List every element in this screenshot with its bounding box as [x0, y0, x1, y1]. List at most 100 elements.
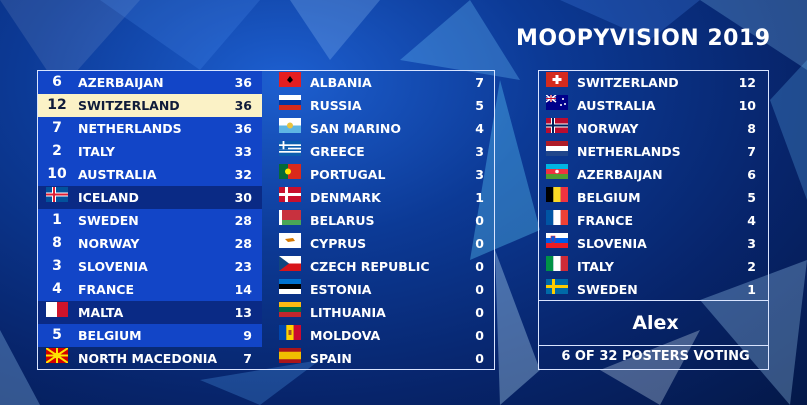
- country-name: ESTONIA: [310, 282, 372, 297]
- vote-row: AUSTRALIA 10: [540, 94, 766, 117]
- vote-points: 6: [747, 167, 756, 182]
- country-name: BELGIUM: [78, 328, 142, 343]
- country-name: SLOVENIA: [78, 259, 148, 274]
- place-number: 3: [52, 258, 62, 274]
- country-name: SPAIN: [310, 351, 352, 366]
- france-flag-icon: [546, 209, 568, 225]
- scoreboard-row: PORTUGAL 3: [274, 163, 492, 186]
- place-number: 6: [52, 74, 62, 90]
- country-name: NORWAY: [78, 236, 140, 251]
- scoreboard-row: ICELAND 30: [38, 186, 262, 209]
- points-total: 5: [475, 98, 484, 113]
- points-total: 14: [234, 282, 252, 297]
- points-total: 23: [234, 259, 252, 274]
- country-name: RUSSIA: [310, 98, 362, 113]
- scoreboard-row: DENMARK 1: [274, 186, 492, 209]
- scoreboard-row: SAN MARINO 4: [274, 117, 492, 140]
- scoreboard-row: ESTONIA 0: [274, 278, 492, 301]
- points-total: 36: [234, 75, 252, 90]
- scoreboard-row: 12 SWITZERLAND 36: [38, 94, 262, 117]
- voting-status: 6 OF 32 POSTERS VOTING: [561, 349, 750, 364]
- country-name: SWEDEN: [577, 282, 638, 297]
- contest-title: MOOPYVISION 2019: [516, 26, 771, 51]
- slovenia-flag-icon: [546, 232, 568, 248]
- country-name: SLOVENIA: [577, 236, 647, 251]
- scoreboard-row: 8 NORWAY 28: [38, 232, 262, 255]
- north-macedonia-flag-icon: [45, 347, 69, 364]
- country-name: SWITZERLAND: [577, 75, 679, 90]
- country-name: ALBANIA: [310, 75, 372, 90]
- points-total: 0: [475, 351, 484, 366]
- country-name: FRANCE: [78, 282, 135, 297]
- points-total: 13: [234, 305, 252, 320]
- country-name: LITHUANIA: [310, 305, 386, 320]
- vote-row: AZERBAIJAN 6: [540, 163, 766, 186]
- scoreboard-panel: [37, 70, 495, 370]
- vote-row: NETHERLANDS 7: [540, 140, 766, 163]
- vote-row: FRANCE 4: [540, 209, 766, 232]
- azerbaijan-flag-icon: [546, 163, 568, 179]
- scoreboard-row: GREECE 3: [274, 140, 492, 163]
- country-name: ICELAND: [78, 190, 139, 205]
- points-total: 9: [243, 328, 252, 343]
- vote-row: ITALY 2: [540, 255, 766, 278]
- country-name: NETHERLANDS: [577, 144, 681, 159]
- points-total: 0: [475, 305, 484, 320]
- country-name: AUSTRALIA: [78, 167, 157, 182]
- place-number: 12: [47, 97, 67, 113]
- country-name: CZECH REPUBLIC: [310, 259, 430, 274]
- vote-points: 10: [738, 98, 756, 113]
- spain-flag-icon: [279, 347, 301, 363]
- portugal-flag-icon: [279, 163, 301, 179]
- points-total: 0: [475, 328, 484, 343]
- country-name: SWITZERLAND: [78, 98, 180, 113]
- san-marino-flag-icon: [279, 117, 301, 133]
- country-name: AZERBAIJAN: [577, 167, 663, 182]
- points-total: 3: [475, 144, 484, 159]
- scoreboard-row: 4 FRANCE 14: [38, 278, 262, 301]
- scoreboard-row: MOLDOVA 0: [274, 324, 492, 347]
- points-total: 3: [475, 167, 484, 182]
- vote-points: 12: [738, 75, 756, 90]
- vote-points: 3: [747, 236, 756, 251]
- vote-points: 4: [747, 213, 756, 228]
- country-name: AZERBAIJAN: [78, 75, 164, 90]
- points-total: 0: [475, 236, 484, 251]
- country-name: DENMARK: [310, 190, 381, 205]
- country-name: NORTH MACEDONIA: [78, 351, 218, 366]
- scoreboard-row: 3 SLOVENIA 23: [38, 255, 262, 278]
- place-number: 7: [52, 120, 62, 136]
- votes-divider: [539, 300, 768, 301]
- points-total: 7: [475, 75, 484, 90]
- scoreboard-row: ALBANIA 7: [274, 71, 492, 94]
- country-name: GREECE: [310, 144, 365, 159]
- place-number: 5: [52, 327, 62, 343]
- country-name: NORWAY: [577, 121, 639, 136]
- votes-divider: [539, 345, 768, 346]
- netherlands-flag-icon: [546, 140, 568, 156]
- scoreboard-row: CYPRUS 0: [274, 232, 492, 255]
- scoreboard-row: SPAIN 0: [274, 347, 492, 370]
- points-total: 0: [475, 282, 484, 297]
- scoreboard-row: NORTH MACEDONIA 7: [38, 347, 262, 370]
- points-total: 28: [234, 236, 252, 251]
- country-name: SWEDEN: [78, 213, 139, 228]
- scoreboard-row: 10 AUSTRALIA 32: [38, 163, 262, 186]
- greece-flag-icon: [279, 140, 301, 156]
- vote-row: BELGIUM 5: [540, 186, 766, 209]
- vote-row: SLOVENIA 3: [540, 232, 766, 255]
- country-name: SAN MARINO: [310, 121, 401, 136]
- albania-flag-icon: [279, 71, 301, 87]
- country-name: CYPRUS: [310, 236, 367, 251]
- vote-points: 1: [747, 282, 756, 297]
- scoreboard-row: 7 NETHERLANDS 36: [38, 117, 262, 140]
- country-name: FRANCE: [577, 213, 634, 228]
- country-name: BELGIUM: [577, 190, 641, 205]
- norway-flag-icon: [546, 117, 568, 133]
- scoreboard-row: RUSSIA 5: [274, 94, 492, 117]
- iceland-flag-icon: [46, 186, 68, 202]
- country-name: PORTUGAL: [310, 167, 386, 182]
- italy-flag-icon: [546, 255, 568, 271]
- scoreboard-row: 1 SWEDEN 28: [38, 209, 262, 232]
